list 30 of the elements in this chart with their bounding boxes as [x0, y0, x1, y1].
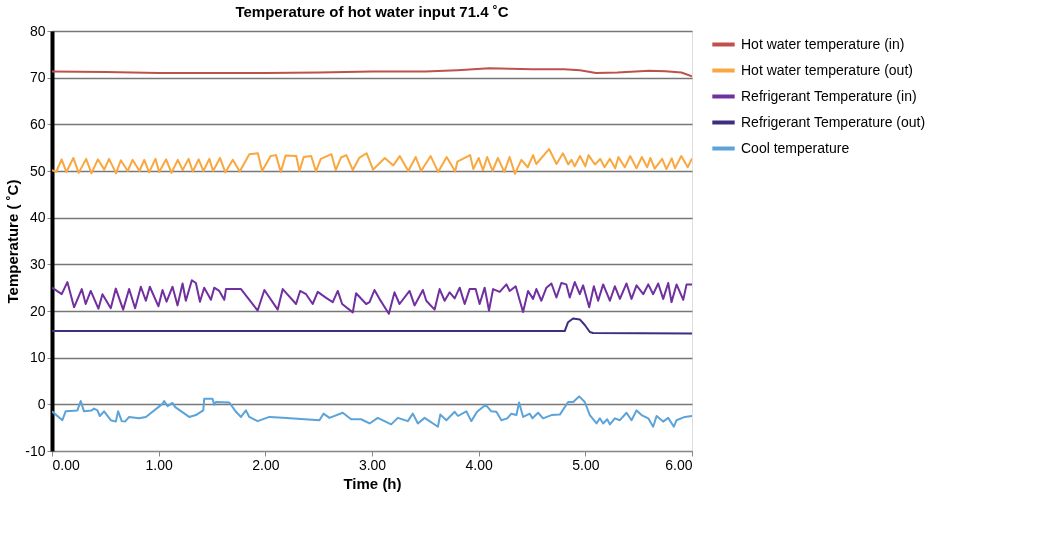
y-tick-label: 30 — [29, 255, 46, 272]
line-series — [52, 279, 692, 315]
legend-label: Refrigerant Temperature (out) — [741, 113, 926, 130]
y-tick-label: 20 — [29, 302, 46, 319]
y-tick-label: 70 — [29, 69, 46, 86]
y-axis-title: Temperature ( ˚C) — [4, 179, 22, 304]
chart-title: Temperature of hot water input 71.4 ˚C — [235, 3, 509, 20]
x-tick-label: 6.00 — [665, 456, 693, 473]
y-tick-label: 10 — [29, 349, 46, 366]
x-tick-label: 5.00 — [572, 456, 600, 473]
x-tick-label: 2.00 — [252, 456, 280, 473]
legend-label: Hot water temperature (in) — [741, 35, 905, 52]
y-tick-label: 0 — [37, 395, 46, 412]
y-tick-label: 50 — [29, 162, 46, 179]
x-tick-label: 0.00 — [52, 456, 80, 473]
line-series — [52, 395, 692, 428]
x-axis-title: Time (h) — [343, 474, 402, 492]
legend-label: Hot water temperature (out) — [741, 61, 913, 78]
y-tick-label: -10 — [25, 442, 46, 459]
legend-label: Cool temperature — [741, 139, 850, 156]
x-tick-label: 1.00 — [145, 456, 173, 473]
y-tick-label: 80 — [29, 22, 46, 39]
line-series — [52, 317, 692, 335]
y-tick-label: 60 — [29, 115, 46, 132]
line-series — [52, 148, 692, 175]
x-tick-label: 4.00 — [465, 456, 493, 473]
line-series — [52, 67, 692, 78]
legend-label: Refrigerant Temperature (in) — [741, 87, 917, 104]
x-tick-label: 3.00 — [358, 456, 387, 473]
y-tick-label: 40 — [29, 209, 46, 226]
